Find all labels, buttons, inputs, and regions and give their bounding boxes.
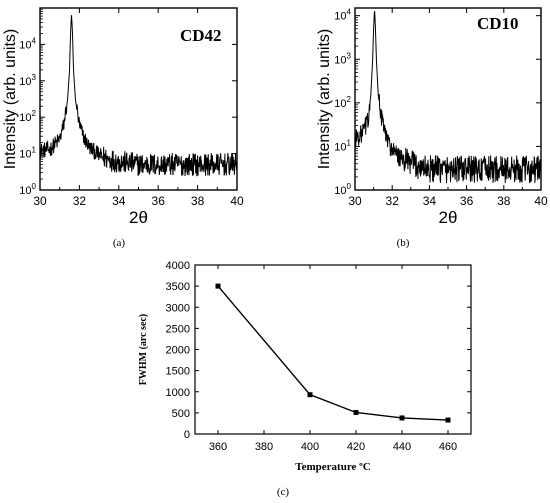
panel-label-a: (a): [113, 237, 126, 249]
y-tick-exponent: 0: [32, 182, 37, 191]
fwhm-data-point: [353, 409, 359, 415]
x-axis-label-c: Temperature ºC: [295, 461, 370, 473]
y-tick-base: 10: [19, 112, 31, 124]
x-tick-label: 30: [33, 194, 47, 208]
xrd-trace-a: [39, 15, 238, 177]
x-tick-label: 36: [152, 194, 166, 208]
y-tick-exponent: 0: [347, 182, 352, 191]
y-tick-label: 101: [334, 138, 351, 153]
fwhm-data-point: [399, 415, 405, 421]
x-tick-label: 32: [73, 194, 87, 208]
y-tick-label: 101: [19, 146, 36, 161]
y-tick-label: 1500: [166, 366, 190, 378]
x-tick-label: 34: [112, 194, 126, 208]
x-tick-label: 420: [347, 441, 365, 453]
y-tick-exponent: 1: [32, 146, 37, 155]
y-tick-exponent: 4: [32, 36, 37, 45]
y-tick-label: 2500: [166, 323, 190, 335]
x-tick-label: 360: [209, 441, 227, 453]
panel-label-b: (b): [397, 237, 410, 249]
y-tick-label: 104: [19, 36, 36, 51]
plot-frame-c: [194, 264, 472, 435]
panel-label-c: (c): [277, 486, 290, 498]
y-axis-label-b: Intensity (arb. units): [316, 29, 333, 170]
x-tick-label: 32: [386, 194, 400, 208]
y-tick-exponent: 2: [32, 109, 37, 118]
y-tick-base: 10: [334, 98, 346, 110]
y-tick-base: 10: [19, 76, 31, 88]
y-tick-label: 0: [184, 429, 190, 441]
x-axis-label-a: 2θ: [129, 208, 148, 227]
y-tick-label: 4000: [166, 260, 190, 272]
y-tick-base: 10: [334, 141, 346, 153]
x-tick-label: 34: [423, 194, 437, 208]
y-tick-base: 10: [19, 185, 31, 197]
fwhm-series-line: [217, 285, 449, 421]
y-tick-label: 3500: [166, 281, 190, 293]
y-tick-base: 10: [334, 185, 346, 197]
y-tick-label: 3000: [166, 302, 190, 314]
y-axis-label-a: Intensity (arb. units): [2, 29, 19, 170]
fwhm-data-point: [215, 283, 221, 289]
y-tick-label: 102: [334, 95, 351, 110]
y-tick-label: 102: [19, 109, 36, 124]
y-tick-exponent: 1: [347, 138, 352, 147]
y-tick-base: 10: [334, 11, 346, 23]
x-tick-label: 460: [439, 441, 457, 453]
y-tick-exponent: 3: [347, 51, 352, 60]
sample-label-a: CD42: [180, 26, 222, 45]
y-tick-label: 100: [19, 182, 36, 197]
x-tick-label: 38: [191, 194, 205, 208]
fwhm-data-point: [307, 392, 313, 398]
plot-frame-b: [354, 7, 542, 191]
y-tick-label: 2000: [166, 345, 190, 357]
y-tick-exponent: 2: [347, 95, 352, 104]
y-tick-label: 103: [19, 73, 36, 88]
fwhm-data-point: [445, 417, 451, 423]
y-tick-label: 104: [334, 8, 351, 23]
y-tick-label: 103: [334, 51, 351, 66]
y-tick-base: 10: [334, 54, 346, 66]
x-tick-label: 400: [301, 441, 319, 453]
x-axis-label-b: 2θ: [439, 208, 458, 227]
xrd-trace-b: [354, 11, 542, 184]
y-tick-exponent: 3: [32, 73, 37, 82]
y-tick-exponent: 4: [347, 8, 352, 17]
x-tick-label: 40: [230, 194, 244, 208]
y-tick-label: 500: [172, 408, 190, 420]
x-tick-label: 38: [497, 194, 511, 208]
fwhm-chart-c: 360 380 400 420 440 460 0 500 1000 1500 2000 2500 3…: [138, 260, 472, 498]
y-tick-base: 10: [19, 149, 31, 161]
y-tick-base: 10: [19, 39, 31, 51]
y-tick-label: 100: [334, 182, 351, 197]
x-tick-label: 380: [255, 441, 273, 453]
y-tick-label: 1000: [166, 387, 190, 399]
x-tick-label: 30: [348, 194, 362, 208]
y-axis-label-c: FWHM (arc sec): [138, 314, 149, 385]
x-tick-label: 440: [393, 441, 411, 453]
x-tick-label: 36: [460, 194, 474, 208]
sample-label-b: CD10: [477, 14, 519, 33]
x-tick-label: 40: [534, 194, 548, 208]
